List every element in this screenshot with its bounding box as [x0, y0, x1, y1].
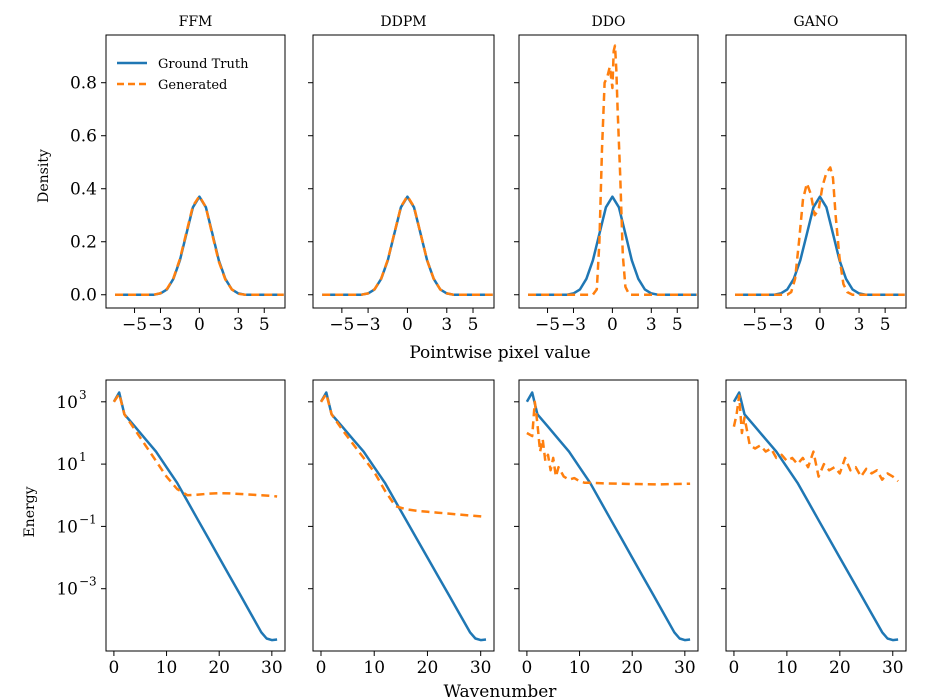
x-tick-label-gano-spectrum: 10	[776, 658, 798, 678]
panel-ddpm-spectrum: 0 10 20 30	[308, 379, 495, 678]
y-tick-label-ffm-density: 0.2	[70, 233, 97, 253]
x-tick-label-ffm-spectrum: 0	[108, 658, 119, 678]
generated-line-ffm-spectrum	[112, 392, 278, 498]
y-tick-label-ffm-spectrum: 10	[56, 580, 78, 600]
generated-line-ddo-spectrum	[526, 400, 691, 486]
x-tick-label-ffm-spectrum: 10	[156, 658, 178, 678]
x-tick-label-ddo-spectrum: 0	[521, 658, 532, 678]
x-tick-label-gano-density: 3	[854, 315, 865, 335]
axes-frame-ddo-density	[518, 34, 699, 309]
x-tick-label-ddpm-density: 5	[468, 315, 479, 335]
y-tick-label-ffm-spectrum: 10	[56, 393, 78, 413]
y-tick-label-ffm-density: 0.8	[70, 74, 97, 94]
x-tick-label-ddpm-spectrum: 10	[363, 658, 385, 678]
x-tick-label-gano-spectrum: 0	[729, 658, 740, 678]
y-tick-label-ffm-spectrum: 10	[56, 517, 78, 537]
axes-frame-gano-density	[725, 34, 907, 309]
x-tick-label-ddo-spectrum: 10	[569, 658, 591, 678]
axes-frame-gano-spectrum	[725, 379, 907, 652]
x-tick-label-gano-density: 0	[814, 315, 825, 335]
x-tick-label-ddo-density: −3	[561, 315, 586, 335]
panel-title-ffm: FFM	[179, 14, 213, 30]
x-tick-label-ffm-density: 3	[233, 315, 244, 335]
bottom-row-xlabel: Wavenumber	[444, 682, 558, 700]
ground-truth-line-ffm-spectrum	[112, 391, 278, 642]
panel-title-gano: GANO	[793, 14, 838, 30]
ground-truth-line-gano-density	[735, 195, 905, 296]
panel-title-ddo: DDO	[592, 14, 626, 30]
x-tick-label-ddpm-density: 3	[441, 315, 452, 335]
legend: Ground Truth Generated	[117, 57, 249, 93]
x-tick-label-ddpm-density: 0	[402, 315, 413, 335]
panel-title-ddpm: DDPM	[380, 14, 426, 30]
x-tick-label-ffm-spectrum: 30	[261, 658, 283, 678]
x-tick-label-ffm-density: 5	[259, 315, 270, 335]
y-tick-label-ffm-spectrum: 10	[56, 455, 78, 475]
x-tick-label-ffm-density: −3	[148, 315, 173, 335]
ground-truth-line-ddo-density	[528, 195, 697, 296]
legend-ground-truth-label: Ground Truth	[158, 57, 249, 72]
x-tick-label-ddo-density: −5	[535, 315, 560, 335]
x-tick-label-ffm-spectrum: 20	[208, 658, 230, 678]
ground-truth-line-ffm-density	[115, 195, 284, 296]
y-tick-exponent-ffm-spectrum: 1	[79, 450, 87, 464]
x-tick-label-gano-density: −5	[742, 315, 767, 335]
axes-frame-ddo-spectrum	[518, 379, 699, 652]
x-tick-label-gano-spectrum: 20	[829, 658, 851, 678]
generated-line-ffm-density	[115, 194, 284, 296]
y-tick-label-ffm-density: 0.0	[70, 286, 97, 306]
generated-line-ddpm-density	[322, 194, 493, 296]
y-tick-exponent-ffm-spectrum: −1	[79, 512, 97, 526]
axes-frame-ffm-density	[105, 34, 286, 309]
ground-truth-line-ddpm-density	[322, 195, 493, 296]
generated-line-gano-spectrum	[732, 394, 899, 483]
top-row-ylabel: Density	[36, 149, 52, 203]
axes-frame-ffm-spectrum	[105, 379, 286, 652]
ground-truth-line-ddo-spectrum	[525, 391, 691, 642]
axes-frame-ddpm-density	[312, 34, 495, 309]
x-tick-label-ddpm-density: −3	[356, 315, 381, 335]
generated-line-ddo-density	[528, 44, 697, 296]
y-tick-label-ffm-density: 0.4	[70, 180, 97, 200]
x-tick-label-ddo-density: 0	[607, 315, 618, 335]
panel-ddo-density: DDO −5 −3 0 3 5	[514, 14, 699, 335]
y-tick-exponent-ffm-spectrum: −3	[79, 575, 97, 589]
panel-ffm-density: FFM −5 −3 0 3 5 0.0 0.2 0.4 0.6 0.8	[70, 14, 286, 335]
y-tick-exponent-ffm-spectrum: 3	[79, 388, 87, 402]
ground-truth-line-ddpm-spectrum	[319, 391, 487, 642]
x-tick-label-ddo-density: 3	[646, 315, 657, 335]
x-tick-label-ffm-density: −5	[122, 315, 147, 335]
panel-gano-spectrum: 0 10 20 30	[721, 379, 907, 678]
y-tick-label-ffm-density: 0.6	[70, 127, 97, 147]
axes-frame-ddpm-spectrum	[312, 379, 495, 652]
generated-line-ddpm-spectrum	[319, 392, 487, 519]
x-tick-label-ddo-density: 5	[672, 315, 683, 335]
legend-generated-label: Generated	[158, 78, 227, 93]
panel-ddo-spectrum: 0 10 20 30	[514, 379, 699, 678]
x-tick-label-ddpm-spectrum: 20	[417, 658, 439, 678]
panel-ddpm-density: DDPM −5 −3 0 3 5	[308, 14, 495, 335]
x-tick-label-gano-density: 5	[880, 315, 891, 335]
ground-truth-line-gano-spectrum	[732, 391, 899, 642]
x-tick-label-ddpm-density: −5	[329, 315, 354, 335]
panel-gano-density: GANO −5 −3 0 3 5	[721, 14, 907, 335]
x-tick-label-ddpm-spectrum: 0	[316, 658, 327, 678]
x-tick-label-gano-spectrum: 30	[882, 658, 904, 678]
x-tick-label-ddo-spectrum: 20	[621, 658, 643, 678]
top-row-xlabel: Pointwise pixel value	[409, 343, 590, 363]
x-tick-label-ddo-spectrum: 30	[674, 658, 696, 678]
generated-line-gano-density	[735, 166, 905, 296]
x-tick-label-ddpm-spectrum: 30	[470, 658, 492, 678]
x-tick-label-ffm-density: 0	[194, 315, 205, 335]
bottom-row-ylabel: Energy	[22, 486, 38, 537]
x-tick-label-gano-density: −3	[768, 315, 793, 335]
